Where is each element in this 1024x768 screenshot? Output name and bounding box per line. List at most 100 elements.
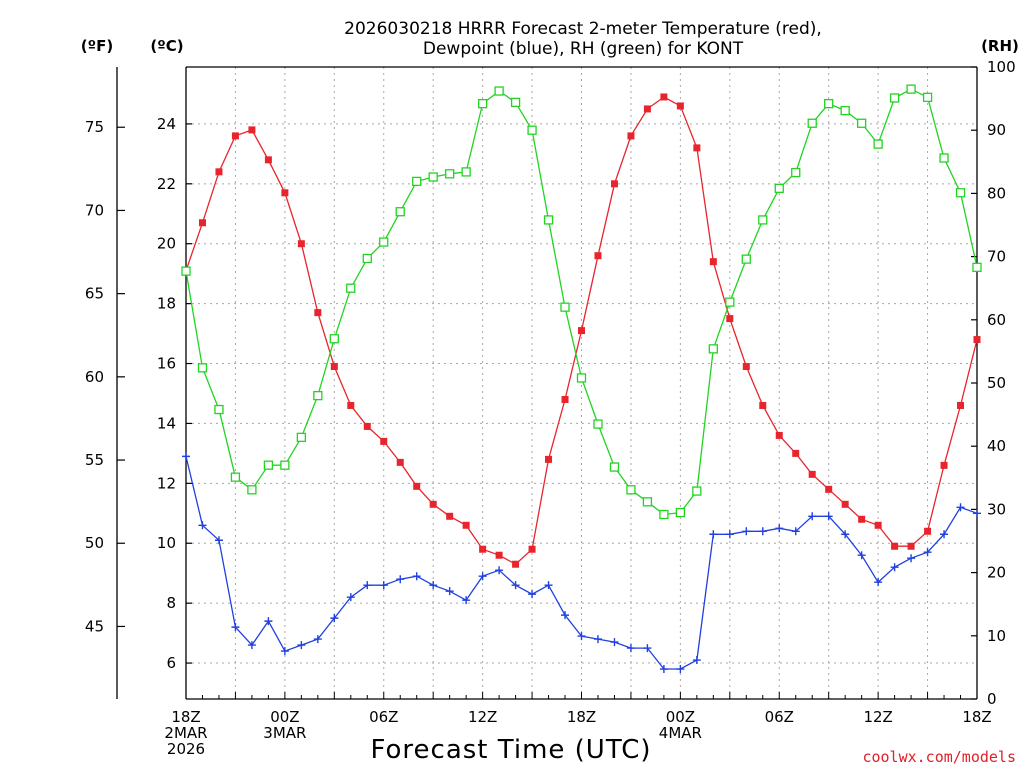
- temperature-point: [413, 482, 421, 490]
- temperature-point: [248, 126, 256, 134]
- temperature-point: [545, 455, 553, 463]
- celsius-tick-label: 24: [157, 115, 176, 133]
- temperature-point: [841, 500, 849, 508]
- relative-humidity-point: [510, 97, 521, 108]
- x-tick-label: 12Z: [863, 708, 892, 726]
- dewpoint-point: [264, 617, 273, 626]
- chart-title-line1: 2026030218 HRRR Forecast 2-meter Tempera…: [344, 19, 822, 39]
- dewpoint-point: [923, 548, 932, 557]
- dewpoint-point: [544, 581, 553, 590]
- dewpoint-point: [528, 590, 537, 599]
- x-tick-label: 06Z: [369, 708, 398, 726]
- temperature-point: [907, 542, 915, 550]
- dewpoint-point: [412, 572, 421, 581]
- rh-tick-label: 100: [987, 58, 1016, 76]
- relative-humidity-point: [708, 344, 718, 354]
- temperature-point: [808, 470, 816, 478]
- fahrenheit-unit-label: (ºF): [81, 37, 113, 55]
- temperature-point: [742, 363, 750, 371]
- temperature-point: [578, 327, 585, 335]
- relative-humidity-point: [197, 363, 208, 373]
- temperature-point: [198, 219, 206, 227]
- x-tick-label: 18Z: [171, 708, 200, 726]
- temperature-point: [759, 401, 767, 409]
- dewpoint-point: [478, 572, 487, 581]
- temperature-point: [479, 545, 487, 553]
- relative-humidity-point: [741, 254, 751, 264]
- relative-humidity-point: [593, 419, 603, 429]
- temperature-point: [940, 461, 948, 469]
- dewpoint-point: [890, 563, 899, 572]
- fahrenheit-tick-label: 65: [85, 285, 104, 303]
- dewpoint-point: [791, 527, 800, 536]
- celsius-tick-label: 12: [157, 474, 176, 492]
- relative-humidity-point: [543, 215, 554, 225]
- celsius-tick-label: 16: [157, 355, 176, 373]
- dewpoint-point: [313, 635, 322, 644]
- relative-humidity-point: [263, 460, 274, 470]
- temperature-point: [231, 132, 239, 140]
- dewpoint-point: [758, 527, 767, 536]
- dewpoint-point: [363, 581, 372, 590]
- x-axis-label: Forecast Time (UTC): [370, 735, 651, 765]
- temperature-point: [314, 309, 322, 317]
- temperature-point: [561, 395, 569, 403]
- temperature-point: [709, 258, 717, 266]
- dewpoint-point: [379, 581, 388, 590]
- dewpoint-point: [907, 554, 916, 563]
- temperature-point: [215, 168, 223, 176]
- temperature-point: [874, 521, 882, 529]
- celsius-tick-label: 8: [166, 594, 176, 612]
- temperature-point: [281, 189, 289, 197]
- temperature-point: [462, 521, 470, 529]
- relative-humidity-point: [758, 215, 768, 225]
- dewpoint-point: [214, 536, 223, 545]
- x-tick-label: 2026: [167, 740, 205, 758]
- dewpoint-point: [940, 530, 949, 539]
- celsius-tick-label: 18: [157, 295, 176, 313]
- dewpoint-point: [610, 638, 619, 647]
- rh-tick-label: 30: [987, 500, 1006, 518]
- temperature-point: [858, 515, 866, 523]
- rh-tick-label: 40: [987, 437, 1006, 455]
- celsius-tick-label: 22: [157, 175, 176, 193]
- relative-humidity-point: [412, 176, 422, 187]
- temperature-point: [726, 315, 734, 323]
- temperature-point: [693, 144, 701, 152]
- relative-humidity-point: [560, 302, 570, 312]
- temperature-point: [643, 105, 651, 113]
- rh-tick-label: 80: [987, 184, 1006, 202]
- dewpoint-point: [709, 530, 718, 539]
- temperature-point: [396, 458, 404, 466]
- dewpoint-point: [874, 578, 883, 587]
- temperature-point: [973, 336, 981, 344]
- relative-humidity-point: [791, 167, 801, 178]
- grid-lines: [186, 67, 977, 699]
- relative-humidity-point: [313, 390, 323, 401]
- dewpoint-point: [643, 644, 652, 653]
- dewpoint-point: [495, 566, 504, 575]
- celsius-tick-label: 20: [157, 235, 176, 253]
- rh-tick-label: 90: [987, 121, 1006, 139]
- relative-humidity-point: [972, 262, 982, 272]
- dewpoint-point: [577, 632, 586, 641]
- relative-humidity-point: [477, 99, 488, 109]
- fahrenheit-tick-label: 75: [85, 118, 104, 136]
- dewpoint-point: [231, 623, 240, 632]
- chart-title-line2: Dewpoint (blue), RH (green) for KONT: [423, 39, 744, 59]
- axes: 6 8 10 12 14 16 18 20 22 24 45 50 55 60 65 70 75 0 10 20 30 4…: [85, 58, 1016, 758]
- celsius-unit-label: (ºC): [150, 37, 183, 55]
- temperature-point: [528, 545, 536, 553]
- temperature-point: [330, 363, 338, 371]
- relative-humidity-point: [873, 139, 883, 149]
- temperature-point: [792, 449, 800, 457]
- fahrenheit-tick-label: 45: [85, 617, 104, 635]
- x-tick-label: 18Z: [962, 708, 991, 726]
- fahrenheit-tick-label: 50: [85, 534, 104, 552]
- temperature-point: [676, 102, 684, 110]
- relative-humidity-point: [840, 105, 850, 116]
- dewpoint-point: [692, 656, 701, 665]
- relative-humidity-point: [494, 86, 504, 96]
- x-tick-label: 00Z: [270, 708, 299, 726]
- temperature-point: [594, 252, 602, 260]
